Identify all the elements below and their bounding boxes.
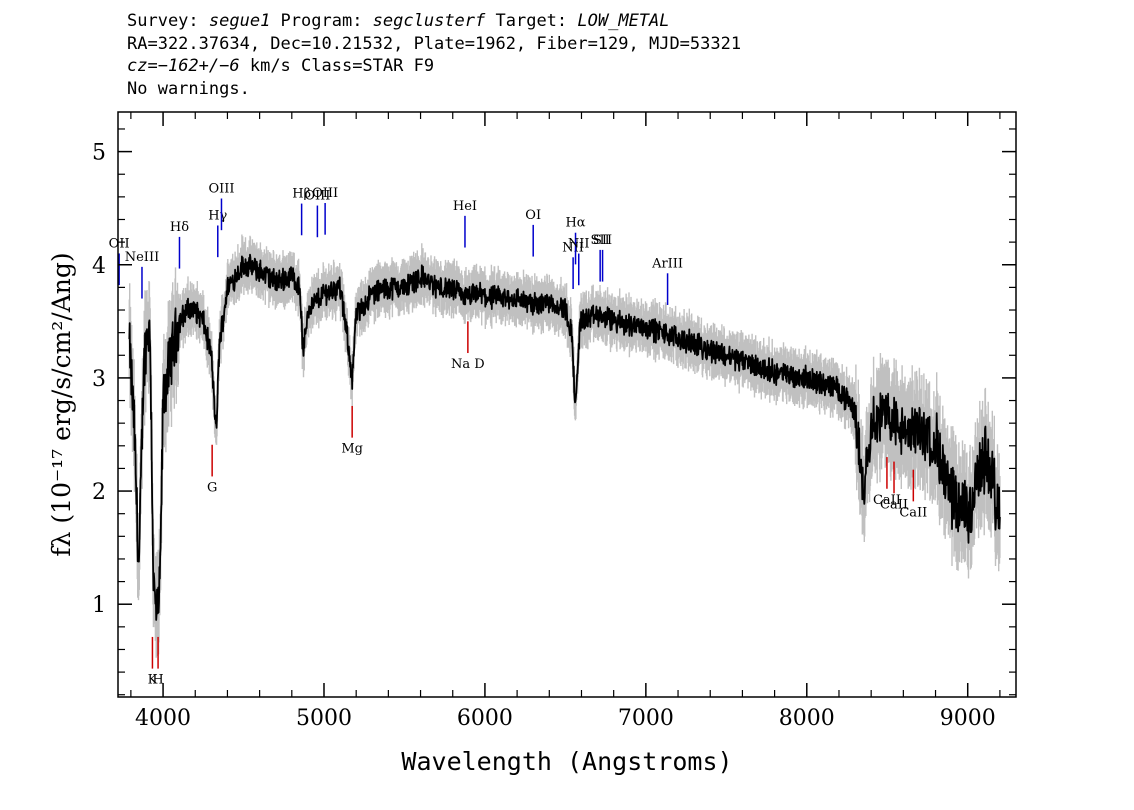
flux-line bbox=[128, 253, 1001, 621]
x-tick-label: 4000 bbox=[135, 706, 191, 731]
plot-frame bbox=[117, 111, 1017, 698]
emission-line-label: NeIII bbox=[125, 250, 159, 265]
header-line-coordinates: RA=322.37634, Dec=10.21532, Plate=1962, … bbox=[127, 33, 742, 54]
x-axis-label: Wavelength (Angstroms) bbox=[401, 747, 732, 776]
x-tick-label: 7000 bbox=[618, 706, 674, 731]
program-value: segclusterf bbox=[372, 11, 486, 31]
absorption-line-label: CaII bbox=[873, 493, 901, 508]
absorption-line-label: K bbox=[148, 673, 158, 688]
axis-ticks: 4000 5000 6000 7000 8000 9000 1 2 3 4 5 bbox=[92, 112, 1016, 731]
emission-line-label: ArIII bbox=[651, 256, 683, 271]
absorption-line-label: CaII bbox=[899, 505, 927, 520]
emission-line-label: Hβ bbox=[292, 187, 311, 202]
y-tick-label: 5 bbox=[92, 141, 106, 166]
y-axis-label: fλ (10⁻¹⁷ erg/s/cm²/Ang) bbox=[47, 252, 76, 556]
absorption-line-label: Mg bbox=[341, 442, 363, 457]
flux-layer bbox=[128, 253, 1001, 621]
emission-line-label: HeI bbox=[453, 199, 477, 214]
emission-line-label: OIII bbox=[304, 189, 330, 204]
absorption-line-label: H bbox=[152, 673, 163, 688]
absorption-line-label: G bbox=[207, 480, 217, 495]
emission-line-label: OIII bbox=[312, 186, 338, 201]
absorption-line-label: CaII bbox=[880, 497, 908, 512]
x-tick-label: 9000 bbox=[940, 706, 996, 731]
class-text: km/s Class=STAR F9 bbox=[239, 56, 435, 76]
target-value: LOW_METAL bbox=[577, 11, 670, 31]
emission-line-label: Hα bbox=[565, 216, 585, 231]
survey-value: segue1 bbox=[208, 11, 271, 31]
emission-line-label: OI bbox=[525, 208, 541, 223]
emission-line-label: Hγ bbox=[208, 208, 227, 223]
y-tick-label: 2 bbox=[92, 480, 106, 505]
emission-line-label: SII bbox=[593, 233, 612, 248]
emission-line-label: NII bbox=[562, 240, 584, 255]
header-line-redshift: cz=−162+/−6 km/s Class=STAR F9 bbox=[127, 55, 741, 78]
emission-line-label: OIII bbox=[208, 182, 234, 197]
y-tick-label: 1 bbox=[92, 593, 106, 618]
emission-line-label: SII bbox=[591, 233, 610, 248]
x-tick-label: 5000 bbox=[296, 706, 352, 731]
x-tick-label: 6000 bbox=[457, 706, 513, 731]
program-label: Program: bbox=[270, 11, 373, 31]
absorption-line-label: Na D bbox=[451, 357, 485, 372]
cz-value: −162+/−6 bbox=[157, 56, 240, 76]
header-line-survey: Survey: segue1 Program: segclusterf Targ… bbox=[127, 10, 741, 33]
emission-line-label: Hδ bbox=[170, 220, 189, 235]
survey-label: Survey: bbox=[127, 11, 209, 31]
spectrum-header: Survey: segue1 Program: segclusterf Targ… bbox=[127, 10, 741, 100]
target-label: Target: bbox=[485, 11, 578, 31]
x-tick-label: 8000 bbox=[779, 706, 835, 731]
emission-line-label: OII bbox=[109, 236, 130, 251]
emission-line-label: NII bbox=[568, 237, 590, 252]
cz-label: cz= bbox=[127, 56, 158, 76]
y-tick-label: 3 bbox=[92, 367, 106, 392]
header-line-warnings: No warnings. bbox=[127, 78, 250, 99]
y-tick-label: 4 bbox=[92, 254, 106, 279]
